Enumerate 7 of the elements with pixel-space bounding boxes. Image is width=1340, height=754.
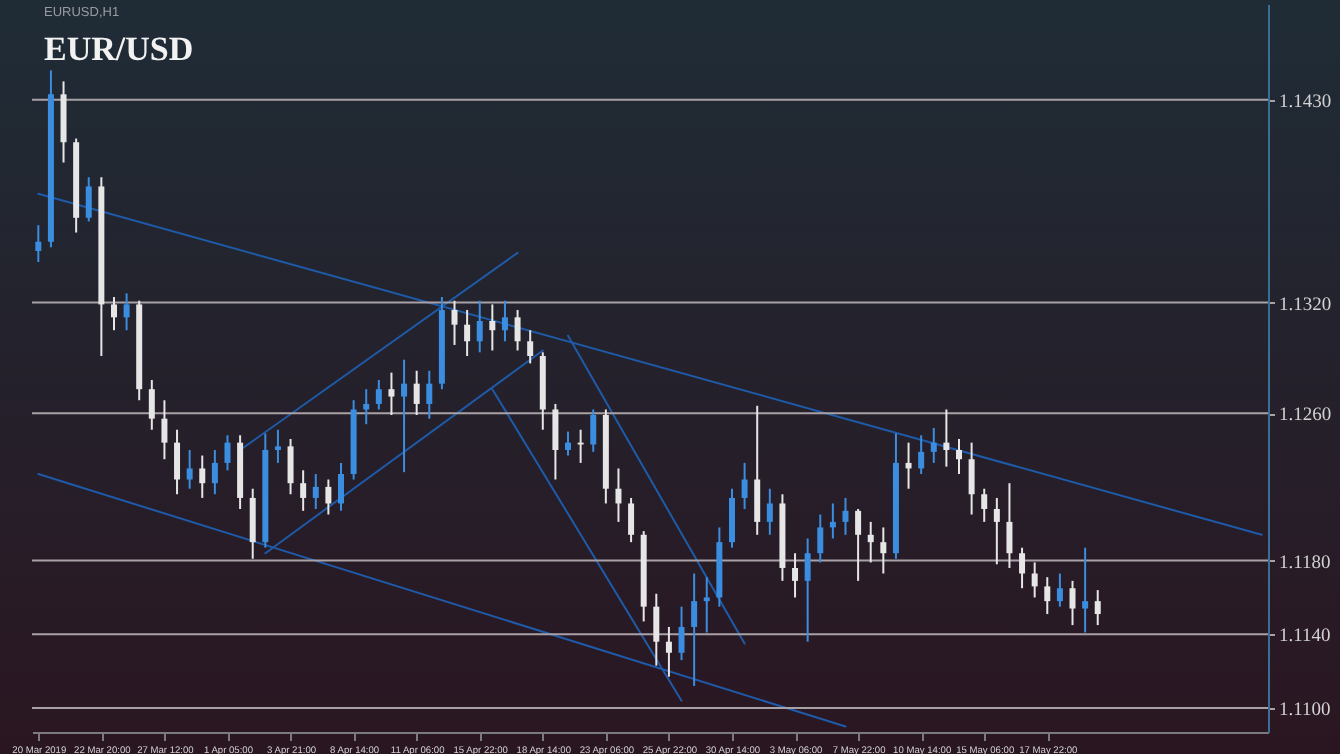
y-tick-label: 1.1430 [1279,92,1332,113]
y-tick-label: 1.1320 [1279,295,1332,316]
text: EUR/USD [44,30,194,68]
y-tick-label: 1.1260 [1279,406,1332,427]
y-tick-label: 1.1140 [1279,627,1332,648]
y-tick-label: 1.1180 [1279,553,1332,574]
y-tick-label: 1.1100 [1279,701,1332,722]
